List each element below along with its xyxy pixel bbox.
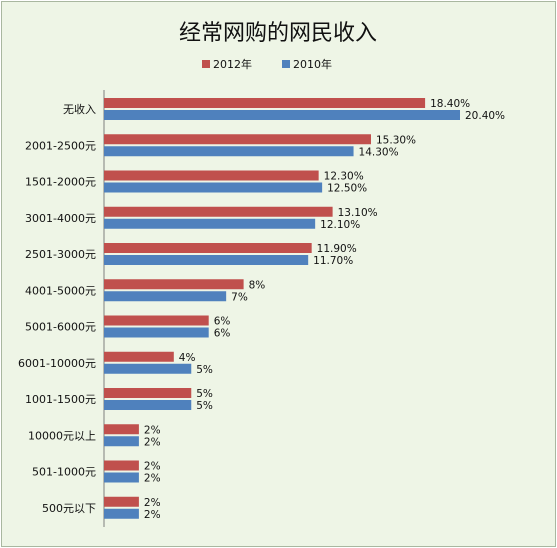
bar-0-1	[104, 134, 371, 145]
bar-1-11	[104, 508, 139, 519]
category-label-4: 2501-3000元	[25, 248, 96, 261]
legend-swatch-1	[282, 60, 290, 68]
category-label-2: 1501-2000元	[25, 176, 96, 189]
value-label-1-9: 2%	[144, 436, 161, 448]
category-label-0: 无收入	[63, 102, 96, 116]
bar-1-5	[104, 291, 227, 302]
bar-0-2	[104, 170, 319, 181]
category-label-11: 500元以下	[42, 502, 96, 515]
bar-1-6	[104, 327, 209, 338]
bar-0-10	[104, 460, 139, 471]
bar-0-7	[104, 351, 174, 362]
value-label-0-7: 4%	[179, 352, 196, 364]
bar-1-1	[104, 146, 354, 157]
category-label-3: 3001-4000元	[25, 212, 96, 225]
bar-1-9	[104, 436, 139, 447]
value-label-0-11: 2%	[144, 497, 161, 509]
value-label-1-0: 20.40%	[465, 110, 505, 122]
value-label-0-6: 6%	[214, 316, 231, 328]
value-label-0-9: 2%	[144, 424, 161, 436]
chart-title: 经常网购的网民收入	[179, 21, 377, 46]
category-label-1: 2001-2500元	[25, 139, 96, 152]
legend-swatch-0	[202, 60, 210, 68]
value-label-0-4: 11.90%	[317, 243, 357, 255]
value-label-1-8: 5%	[196, 400, 213, 412]
value-label-0-1: 15.30%	[376, 134, 416, 146]
bar-0-6	[104, 315, 209, 326]
bar-0-11	[104, 496, 139, 507]
bar-1-7	[104, 363, 192, 374]
bar-1-4	[104, 255, 309, 265]
value-label-1-3: 12.10%	[320, 219, 360, 231]
legend: 2012年 2010年	[202, 57, 332, 71]
value-label-1-6: 6%	[214, 328, 231, 340]
bar-1-2	[104, 182, 323, 193]
bar-0-5	[104, 279, 244, 290]
value-label-1-5: 7%	[231, 291, 248, 303]
value-label-0-2: 12.30%	[324, 171, 364, 183]
legend-label-1: 2010年	[293, 57, 332, 71]
value-label-0-8: 5%	[196, 388, 213, 400]
bar-0-3	[104, 206, 333, 217]
value-label-0-0: 18.40%	[430, 98, 470, 110]
category-label-10: 501-1000元	[32, 466, 96, 479]
category-label-8: 1001-1500元	[25, 393, 96, 406]
value-label-1-2: 12.50%	[327, 183, 367, 195]
category-label-7: 6001-10000元	[18, 357, 96, 370]
value-label-1-11: 2%	[144, 509, 161, 521]
bar-1-8	[104, 400, 192, 410]
bar-0-8	[104, 388, 192, 398]
bar-1-10	[104, 472, 139, 483]
legend-label-0: 2012年	[213, 57, 252, 71]
value-label-1-10: 2%	[144, 473, 161, 485]
value-label-0-5: 8%	[249, 279, 266, 291]
bar-0-4	[104, 243, 312, 253]
bar-1-3	[104, 218, 316, 229]
category-label-5: 4001-5000元	[25, 284, 96, 297]
value-label-1-1: 14.30%	[359, 146, 399, 158]
value-label-1-4: 11.70%	[313, 255, 353, 267]
bar-0-9	[104, 424, 139, 435]
bar-0-0	[104, 98, 426, 108]
value-label-0-10: 2%	[144, 461, 161, 473]
bar-1-0	[104, 110, 460, 120]
value-label-1-7: 5%	[196, 364, 213, 376]
category-label-9: 10000元以上	[28, 429, 96, 442]
value-label-0-3: 13.10%	[338, 207, 378, 219]
category-label-6: 5001-6000元	[25, 321, 96, 334]
chart-marks: 无收入 18.40%20.40% 2001-2500元 15.30%14.30% 150…	[18, 98, 505, 521]
